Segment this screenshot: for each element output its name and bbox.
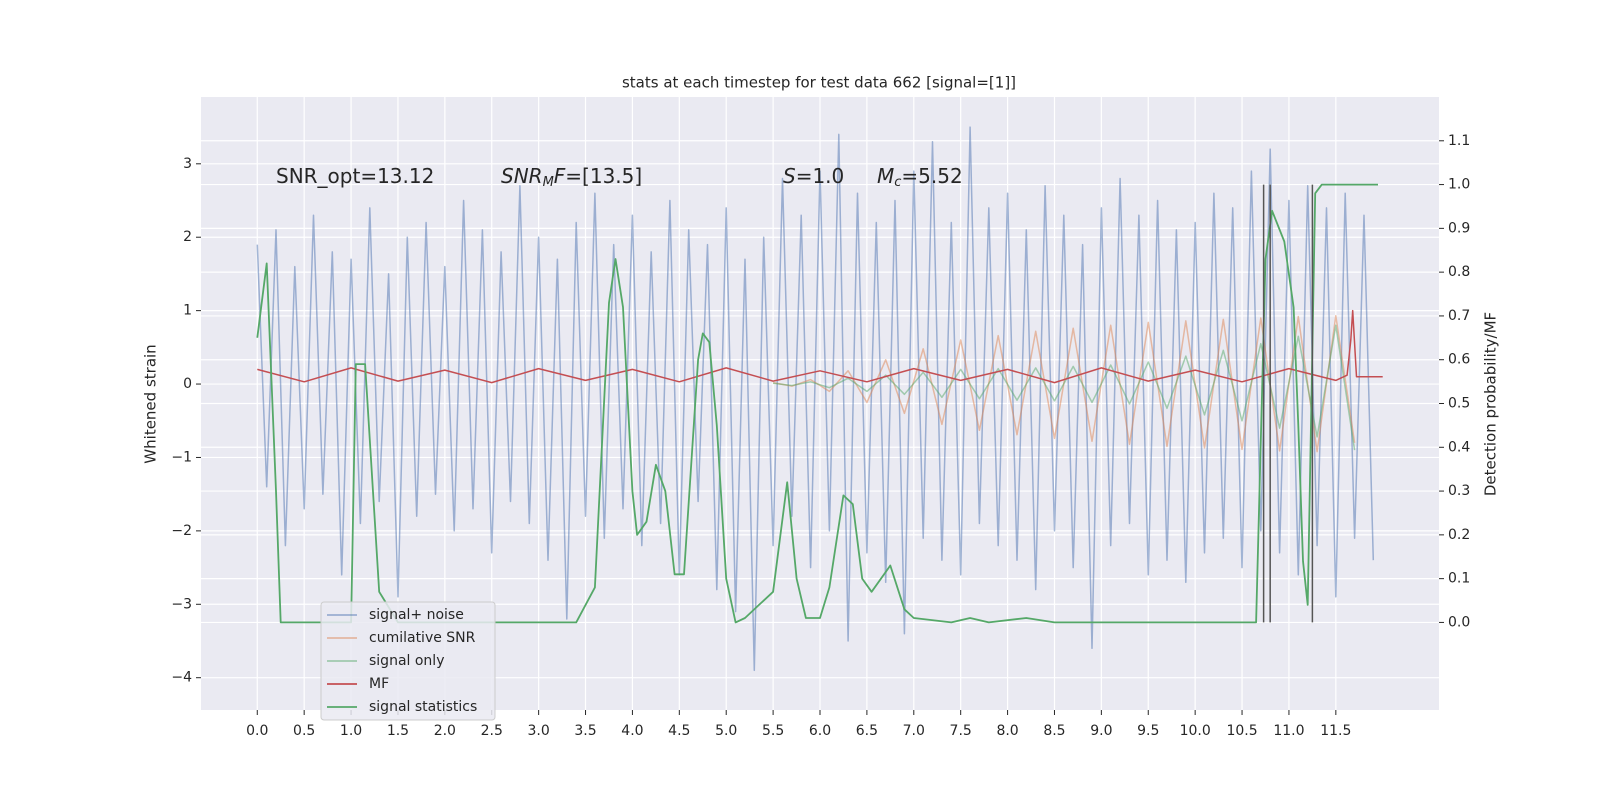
y2-tick-label: 0.5 [1448, 396, 1470, 412]
series-line [773, 324, 1356, 451]
legend-label: MF [369, 676, 389, 692]
x-tick-label: 10.0 [1180, 723, 1211, 739]
annotation: SNR_opt=13.12 [276, 164, 434, 188]
x-tick-label: 3.0 [528, 723, 550, 739]
chart-title: stats at each timestep for test data 662… [622, 74, 1016, 92]
x-tick-label: 7.0 [903, 723, 925, 739]
series-line [257, 309, 1383, 384]
y-tick-label: −2 [171, 523, 192, 539]
x-tick-label: 11.0 [1273, 723, 1304, 739]
x-tick-label: 11.5 [1320, 723, 1351, 739]
x-tick-label: 5.0 [715, 723, 737, 739]
legend-label: signal+ noise [369, 607, 464, 623]
annotation-text: S [783, 164, 796, 188]
y-tick-label: −4 [171, 670, 192, 686]
y2-axis-label: Detection probability/MF [1482, 312, 1500, 496]
annotation-text: SNR [501, 164, 543, 188]
series-line [256, 183, 1378, 624]
y2-tick-label: 0.7 [1448, 308, 1470, 324]
x-tick-label: 0.0 [246, 723, 268, 739]
x-tick-label: 10.5 [1226, 723, 1257, 739]
x-tick-label: 1.5 [387, 723, 409, 739]
x-tick-label: 8.5 [1043, 723, 1065, 739]
x-tick-label: 2.0 [434, 723, 456, 739]
y2-tick-label: 0.4 [1448, 439, 1470, 455]
x-tick-label: 7.5 [950, 723, 972, 739]
y2-tick-label: 0.6 [1448, 352, 1470, 368]
annotation-text: =[13.5] [565, 164, 642, 188]
y2-tick-label: 0.9 [1448, 220, 1470, 236]
annotation-text: =1.0 [796, 164, 845, 188]
y-tick-label: 3 [183, 156, 192, 172]
y-tick-label: 0 [183, 376, 192, 392]
x-tick-label: 9.5 [1137, 723, 1159, 739]
y2-tick-label: 0.8 [1448, 264, 1470, 280]
y2-tick-label: 1.0 [1448, 177, 1470, 193]
y-tick-label: 2 [183, 229, 192, 245]
legend-label: cumilative SNR [369, 630, 476, 646]
plot-marks [256, 126, 1383, 672]
x-tick-label: 5.5 [762, 723, 784, 739]
annotation-text: =5.52 [901, 164, 962, 188]
y2-tick-label: 0.2 [1448, 527, 1470, 543]
annotation-text: F [554, 164, 566, 188]
legend: signal+ noise cumilative SNR signal only MF… [320, 601, 496, 721]
annotation: Mc=5.52 [877, 164, 963, 190]
legend-label: signal statistics [369, 699, 477, 715]
y2-tick-label: 0.0 [1448, 614, 1470, 630]
x-tick-label: 6.5 [856, 723, 878, 739]
y-tick-label: −3 [171, 596, 192, 612]
x-tick-label: 1.0 [340, 723, 362, 739]
annotation-subscript: M [543, 175, 554, 190]
y2-tick-label: 1.1 [1448, 133, 1470, 149]
annotation-text: SNR_opt=13.12 [276, 164, 434, 188]
annotation-text: M [877, 164, 894, 188]
annotation-subscript: c [894, 175, 901, 190]
y2-tick-label: 0.1 [1448, 571, 1470, 587]
series-line [256, 126, 1375, 672]
y-axis-label: Whitened strain [142, 344, 160, 463]
legend-label: signal only [369, 653, 444, 669]
legend-box [320, 601, 496, 721]
annotation: S=1.0 [783, 164, 844, 188]
x-tick-label: 4.0 [621, 723, 643, 739]
y-tick-label: −1 [171, 449, 192, 465]
x-tick-label: 2.5 [481, 723, 503, 739]
y-tick-label: 1 [183, 303, 192, 319]
x-tick-label: 0.5 [293, 723, 315, 739]
x-tick-label: 3.5 [574, 723, 596, 739]
x-tick-label: 4.5 [668, 723, 690, 739]
x-tick-label: 9.0 [1090, 723, 1112, 739]
y2-tick-label: 0.3 [1448, 483, 1470, 499]
axes: 0.0 0.5 1.0 1.5 2.0 2.5 3.0 3.5 4.0 4.5 5.0 5.5 6.0 6… [171, 133, 1470, 739]
x-tick-label: 8.0 [996, 723, 1018, 739]
annotation: SNRMF=[13.5] [501, 164, 642, 190]
x-tick-label: 6.0 [809, 723, 831, 739]
